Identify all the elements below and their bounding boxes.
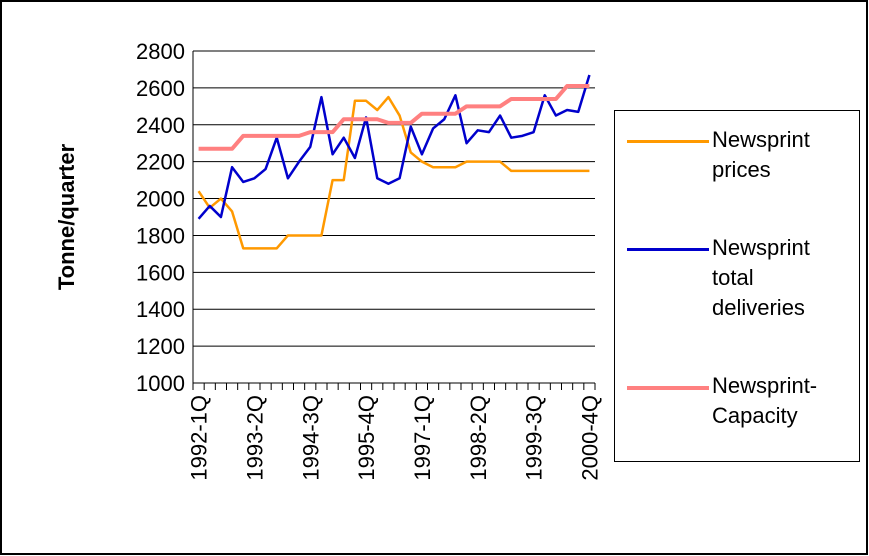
legend-label: Newsprint prices — [712, 127, 810, 182]
legend: Newsprint prices Newsprint total deliveri… — [614, 110, 860, 462]
x-tick-label: 2000-4Q — [577, 395, 602, 481]
legend-swatch — [627, 386, 709, 390]
series-line — [198, 84, 590, 151]
series-line — [197, 95, 590, 250]
legend-label: Newsprint total deliveries — [712, 235, 810, 320]
y-tick-label: 1200 — [136, 334, 185, 359]
legend-label: Newsprint-Capacity — [712, 373, 818, 428]
y-tick-label: 1800 — [136, 223, 185, 248]
y-axis-label: Tonne/quarter — [54, 143, 79, 290]
y-tick-label: 2800 — [136, 39, 185, 64]
x-tick-label: 1995-4Q — [354, 395, 379, 481]
legend-swatch — [627, 140, 709, 143]
y-tick-label: 1400 — [136, 297, 185, 322]
x-tick-label: 1993-2Q — [242, 395, 267, 481]
legend-swatch — [627, 248, 709, 251]
y-tick-label: 2400 — [136, 113, 185, 138]
x-tick-label: 1997-1Q — [410, 395, 435, 481]
y-tick-label: 1000 — [136, 371, 185, 396]
y-tick-label: 1600 — [136, 260, 185, 285]
series-line — [197, 74, 591, 220]
y-tick-label: 2200 — [136, 150, 185, 175]
y-tick-label: 2000 — [136, 187, 185, 212]
x-tick-label: 1994-3Q — [298, 395, 323, 481]
x-tick-label: 1998-2Q — [466, 395, 491, 481]
x-tick-label: 1992-1Q — [187, 395, 212, 481]
y-tick-label: 2600 — [136, 76, 185, 101]
x-tick-label: 1999-3Q — [522, 395, 547, 481]
